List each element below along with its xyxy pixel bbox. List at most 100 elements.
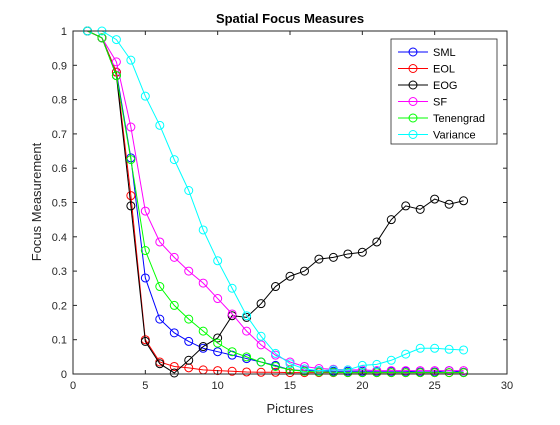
series-variance bbox=[82, 26, 469, 376]
legend-label: EOG bbox=[433, 80, 457, 92]
data-point-variance bbox=[198, 225, 208, 235]
data-point-sf bbox=[227, 309, 237, 319]
data-point-tenengrad bbox=[213, 338, 223, 348]
legend: SML EOL EOG SF Tenengrad Variance bbox=[390, 38, 498, 145]
legend-entry-eog: EOG bbox=[398, 80, 457, 92]
data-point-tenengrad bbox=[126, 155, 136, 165]
data-point-tenengrad bbox=[386, 368, 396, 378]
data-point-variance bbox=[155, 120, 165, 130]
legend-label: SF bbox=[433, 97, 447, 109]
data-point-eog bbox=[155, 359, 165, 369]
data-point-tenengrad bbox=[444, 368, 454, 378]
chart-title: Spatial Focus Measures bbox=[216, 11, 364, 26]
legend-swatch-marker bbox=[408, 64, 418, 73]
data-point-eog bbox=[126, 201, 136, 211]
y-tick-label: 0.5 bbox=[52, 198, 67, 210]
data-point-variance bbox=[213, 256, 223, 266]
data-point-variance bbox=[430, 343, 440, 353]
x-tick-label: 25 bbox=[429, 380, 441, 392]
data-point-sf bbox=[169, 252, 179, 262]
data-point-tenengrad bbox=[184, 314, 194, 324]
legend-box bbox=[390, 38, 498, 145]
legend-swatch-marker bbox=[408, 130, 418, 139]
data-point-sml bbox=[140, 273, 150, 283]
data-point-variance bbox=[271, 348, 281, 358]
x-tick-label: 30 bbox=[501, 380, 513, 392]
series-line-tenengrad bbox=[87, 30, 464, 374]
y-tick-label: 1 bbox=[61, 26, 67, 38]
legend-label: Tenengrad bbox=[433, 113, 485, 125]
data-point-tenengrad bbox=[415, 368, 425, 378]
data-point-sf bbox=[111, 57, 121, 67]
data-point-eog bbox=[444, 199, 454, 209]
x-tick-label: 5 bbox=[142, 380, 148, 392]
data-point-tenengrad bbox=[299, 366, 309, 376]
data-point-variance bbox=[415, 343, 425, 353]
data-point-sf bbox=[242, 326, 252, 336]
data-point-variance bbox=[111, 35, 121, 45]
legend-label: Variance bbox=[433, 130, 476, 142]
y-tick-label: 0.2 bbox=[52, 300, 67, 312]
data-point-sf bbox=[155, 237, 165, 247]
series-layer bbox=[82, 26, 469, 378]
data-point-eol bbox=[169, 361, 179, 371]
y-tick-label: 0 bbox=[61, 369, 67, 381]
data-point-sml bbox=[155, 314, 165, 324]
legend-entry-tenengrad: Tenengrad bbox=[398, 113, 485, 125]
data-point-tenengrad bbox=[256, 357, 266, 367]
data-point-eog bbox=[285, 271, 295, 281]
data-point-eog bbox=[415, 204, 425, 214]
data-point-eog bbox=[386, 215, 396, 225]
data-point-tenengrad bbox=[357, 368, 367, 378]
data-point-variance bbox=[299, 364, 309, 374]
y-tick-label: 0.9 bbox=[52, 60, 67, 72]
data-point-tenengrad bbox=[271, 361, 281, 371]
data-point-eog bbox=[169, 368, 179, 378]
data-point-sf bbox=[140, 206, 150, 216]
data-point-tenengrad bbox=[155, 282, 165, 292]
data-point-sf bbox=[213, 294, 223, 304]
data-point-variance bbox=[242, 311, 252, 321]
data-point-sf bbox=[256, 340, 266, 350]
x-tick-label: 15 bbox=[284, 380, 296, 392]
data-point-eog bbox=[343, 249, 353, 259]
y-tick-label: 0.1 bbox=[52, 335, 67, 347]
legend-entry-variance: Variance bbox=[398, 130, 476, 142]
series-line-sml bbox=[87, 30, 464, 373]
data-point-eog bbox=[140, 336, 150, 346]
x-tick-label: 20 bbox=[356, 380, 368, 392]
x-tick-label: 10 bbox=[212, 380, 224, 392]
data-point-tenengrad bbox=[401, 368, 411, 378]
data-point-variance bbox=[184, 185, 194, 195]
legend-swatch-marker bbox=[408, 113, 418, 123]
data-point-variance bbox=[256, 331, 266, 341]
y-tick-label: 0.7 bbox=[52, 129, 67, 141]
x-axis-ticks: 0 5 10 15 20 25 30 bbox=[70, 31, 513, 392]
data-point-variance bbox=[372, 359, 382, 369]
data-point-eol bbox=[242, 367, 252, 377]
legend-entry-sml: SML bbox=[398, 47, 456, 59]
data-point-eog bbox=[256, 299, 266, 309]
data-point-eog bbox=[314, 254, 324, 264]
series-line-variance bbox=[87, 30, 464, 372]
data-point-tenengrad bbox=[459, 368, 469, 378]
data-point-tenengrad bbox=[227, 347, 237, 357]
data-point-tenengrad bbox=[242, 352, 252, 362]
data-point-eog bbox=[401, 201, 411, 211]
data-point-eog bbox=[271, 282, 281, 292]
data-point-sf bbox=[126, 122, 136, 132]
data-point-eol bbox=[285, 368, 295, 378]
series-tenengrad bbox=[82, 26, 469, 378]
x-axis-label: Pictures bbox=[267, 401, 314, 416]
data-point-eol bbox=[227, 366, 237, 376]
data-point-eol bbox=[271, 367, 281, 377]
data-point-sml bbox=[184, 336, 194, 346]
data-point-eog bbox=[184, 355, 194, 365]
series-line-sf bbox=[87, 30, 464, 372]
data-point-variance bbox=[126, 55, 136, 65]
x-tick-label: 0 bbox=[70, 380, 76, 392]
data-point-tenengrad bbox=[97, 33, 107, 43]
data-point-sml bbox=[213, 347, 223, 357]
